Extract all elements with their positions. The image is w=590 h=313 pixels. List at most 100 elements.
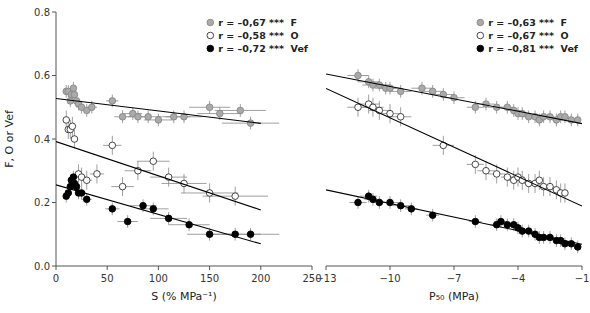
fit-line <box>326 88 582 206</box>
legend-label: r = –0,58 *** O <box>218 30 298 41</box>
x-tick-label: −1 <box>575 273 590 284</box>
plot-area <box>326 69 582 253</box>
point <box>536 177 543 184</box>
point <box>547 183 554 190</box>
x-tick-label: −13 <box>315 273 336 284</box>
y-tick-label: 0.4 <box>34 134 50 145</box>
point <box>247 231 254 238</box>
y-tick-label: 0.0 <box>34 261 50 272</box>
point <box>89 104 96 111</box>
point <box>472 104 479 111</box>
fit-line <box>326 190 582 244</box>
point <box>472 161 479 168</box>
y-tick <box>52 139 56 140</box>
y-tick <box>52 266 56 267</box>
point <box>109 206 116 213</box>
x-tick-label: −10 <box>379 273 400 284</box>
point <box>155 117 162 124</box>
point <box>119 183 126 190</box>
y-tick <box>52 75 56 76</box>
legend-label: r = –0,72 *** Vef <box>218 43 309 54</box>
x-tick-label: 0 <box>53 273 59 284</box>
x-tick-label: −7 <box>447 273 462 284</box>
legend-label: r = –0,63 *** F <box>488 17 567 28</box>
legend-swatch <box>207 45 214 52</box>
legend-swatch <box>477 32 484 39</box>
y-tick <box>52 12 56 13</box>
point <box>83 196 90 203</box>
point <box>247 120 254 127</box>
legend-swatch <box>477 45 484 52</box>
x-tick <box>107 266 108 270</box>
point <box>65 190 72 197</box>
point <box>150 206 157 213</box>
y-tick-label: 0.8 <box>34 7 50 18</box>
legend-swatch <box>207 32 214 39</box>
x-tick-label: 150 <box>200 273 219 284</box>
point <box>63 117 70 124</box>
point <box>124 218 131 225</box>
fit-line <box>326 74 582 124</box>
point <box>70 174 77 181</box>
point <box>387 110 394 117</box>
legend-label: r = –0,67 *** O <box>488 30 568 41</box>
point <box>73 183 80 190</box>
legend-swatch <box>207 19 214 26</box>
point <box>69 123 76 130</box>
x-tick-label: −4 <box>511 273 526 284</box>
point <box>217 110 224 117</box>
point <box>71 91 78 98</box>
point <box>493 171 500 178</box>
point <box>397 113 404 120</box>
point <box>355 104 362 111</box>
y-tick-label: 0.2 <box>34 197 50 208</box>
y-axis-label: F, O or Vef <box>3 109 16 168</box>
point <box>237 107 244 114</box>
point <box>504 174 511 181</box>
point <box>206 104 213 111</box>
x-axis-label: P₅₀ (MPa) <box>429 290 479 303</box>
x-tick <box>312 266 313 270</box>
x-tick <box>56 266 57 270</box>
panel: −13−10−7−4−1P₅₀ (MPa)r = –0,63 *** Fr = … <box>315 17 589 303</box>
point <box>135 113 142 120</box>
x-axis-line <box>56 266 312 267</box>
point <box>140 202 147 209</box>
point <box>562 190 569 197</box>
y-tick-label: 0.6 <box>34 70 50 81</box>
point <box>71 136 78 143</box>
point <box>83 177 90 184</box>
x-tick <box>582 266 583 270</box>
x-tick <box>518 266 519 270</box>
point <box>574 244 581 251</box>
legend-label: r = –0,81 *** Vef <box>488 43 579 54</box>
x-tick <box>260 266 261 270</box>
point <box>109 142 116 149</box>
legend: r = –0,63 *** F r = –0,67 *** O r = –0,81 … <box>477 17 579 54</box>
panel: 0501001502002500.00.20.40.60.8S (% MPa⁻¹… <box>3 7 322 304</box>
point <box>483 167 490 174</box>
x-tick-label: 200 <box>251 273 270 284</box>
fit-line <box>56 98 261 123</box>
point <box>451 94 458 101</box>
point <box>109 98 116 105</box>
x-tick-label: 100 <box>149 273 168 284</box>
legend-swatch <box>477 19 484 26</box>
point <box>504 221 511 228</box>
point <box>355 72 362 79</box>
point <box>170 113 177 120</box>
fit-line <box>56 142 261 210</box>
point <box>355 199 362 206</box>
x-tick <box>209 266 210 270</box>
point <box>206 231 213 238</box>
point <box>145 113 152 120</box>
x-tick <box>158 266 159 270</box>
point <box>525 113 532 120</box>
fit-line <box>56 185 261 244</box>
y-tick <box>52 202 56 203</box>
point <box>498 218 505 225</box>
x-tick <box>454 266 455 270</box>
point <box>150 158 157 165</box>
legend-label: r = –0,67 *** F <box>218 17 297 28</box>
point <box>70 85 77 92</box>
